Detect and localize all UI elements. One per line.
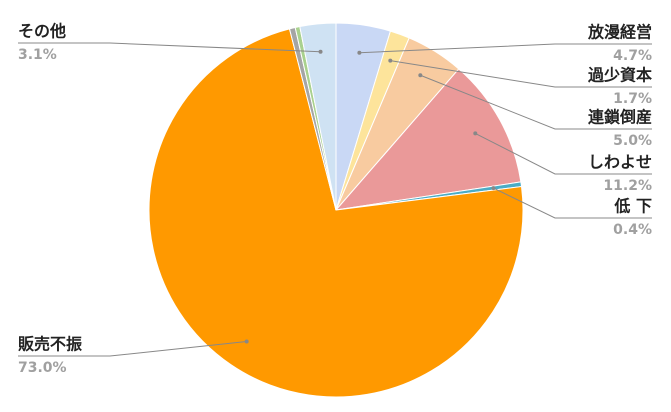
category-label: 販売不振 (18, 335, 82, 354)
leader-line (390, 60, 652, 88)
leader-line (18, 340, 247, 357)
leader-line (420, 74, 652, 130)
category-label: 放漫経営 (587, 23, 652, 42)
pie-slice (299, 22, 337, 211)
leader-line (18, 42, 321, 53)
value-label: 73.0% (18, 360, 67, 376)
leader-dot (418, 73, 423, 78)
category-label: その他 (18, 22, 66, 41)
leader-dot (388, 58, 393, 63)
leader-dot (357, 50, 362, 55)
leader-dot (473, 131, 478, 136)
leader-dot (318, 49, 323, 54)
category-label: 過少資本 (587, 66, 652, 85)
pie-slice (148, 28, 524, 398)
category-label: 連鎖倒産 (588, 108, 652, 127)
leader-line (475, 132, 652, 175)
category-label: しわよせ (588, 153, 652, 172)
value-label: 0.4% (613, 222, 652, 238)
leader-dot (244, 339, 249, 344)
leader-line (493, 187, 652, 219)
value-label: 11.2% (603, 178, 652, 194)
category-label: 低 下 (613, 197, 652, 216)
leader-dot (491, 186, 496, 191)
pie-slice (334, 68, 522, 211)
value-label: 4.7% (613, 48, 652, 64)
value-label: 5.0% (613, 133, 652, 149)
value-label: 1.7% (613, 91, 652, 107)
value-label: 3.1% (18, 47, 57, 63)
leader-line (359, 43, 652, 54)
